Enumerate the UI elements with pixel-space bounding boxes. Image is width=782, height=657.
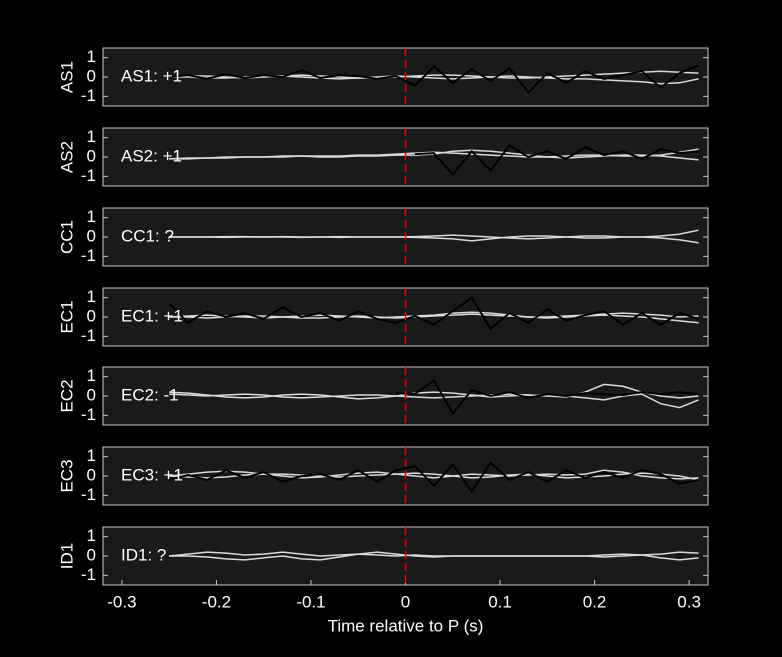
y-axis-label: EC2	[57, 379, 76, 412]
trace	[395, 379, 699, 416]
y-tick-label: -1	[81, 485, 96, 504]
y-tick-label: 1	[87, 127, 96, 146]
x-tick-label: 0.3	[677, 592, 701, 611]
y-tick-label: 0	[87, 306, 96, 325]
y-tick-label: 0	[87, 385, 96, 404]
y-tick-label: 0	[87, 545, 96, 564]
trace	[168, 460, 699, 494]
y-axis-label: EC3	[57, 459, 76, 492]
y-axis-label: AS1	[57, 61, 76, 93]
trace	[169, 551, 699, 561]
annotation: AS2: +1	[121, 146, 182, 165]
trace	[169, 64, 699, 95]
trace	[169, 393, 699, 409]
y-axis-label: AS2	[57, 141, 76, 173]
trace	[169, 383, 699, 400]
trace	[169, 235, 699, 244]
y-tick-label: 0	[87, 66, 96, 85]
y-tick-label: -1	[81, 326, 96, 345]
x-tick-label: 0.1	[488, 592, 512, 611]
trace	[169, 551, 699, 557]
x-tick-label: 0.2	[583, 592, 607, 611]
y-tick-label: -1	[81, 405, 96, 424]
x-axis-label: Time relative to P (s)	[328, 616, 484, 635]
y-tick-label: 0	[87, 226, 96, 245]
y-tick-label: -1	[81, 565, 96, 584]
y-tick-label: -1	[81, 246, 96, 265]
annotation: AS1: +1	[121, 66, 182, 85]
annotation: ID1: ?	[121, 545, 166, 564]
trace	[414, 144, 699, 176]
y-tick-label: 1	[87, 47, 96, 66]
y-tick-label: 0	[87, 146, 96, 165]
y-tick-label: 1	[87, 526, 96, 545]
y-tick-label: 1	[87, 366, 96, 385]
annotation: EC1: +1	[121, 306, 183, 325]
trace	[169, 70, 699, 79]
annotation: EC2: -1	[121, 385, 179, 404]
y-tick-label: 1	[87, 287, 96, 306]
y-tick-label: 1	[87, 446, 96, 465]
x-tick-label: -0.3	[107, 592, 136, 611]
y-tick-label: 0	[87, 465, 96, 484]
trace	[168, 296, 699, 331]
annotation: EC3: +1	[121, 465, 183, 484]
y-axis-label: ID1	[57, 543, 76, 569]
y-tick-label: 1	[87, 207, 96, 226]
y-axis-label: CC1	[57, 220, 76, 254]
x-tick-label: 0	[401, 592, 410, 611]
x-tick-label: -0.2	[202, 592, 231, 611]
y-axis-label: EC1	[57, 300, 76, 333]
annotation: CC1: ?	[121, 226, 174, 245]
y-tick-label: -1	[81, 86, 96, 105]
y-tick-label: -1	[81, 166, 96, 185]
x-tick-label: -0.1	[296, 592, 325, 611]
